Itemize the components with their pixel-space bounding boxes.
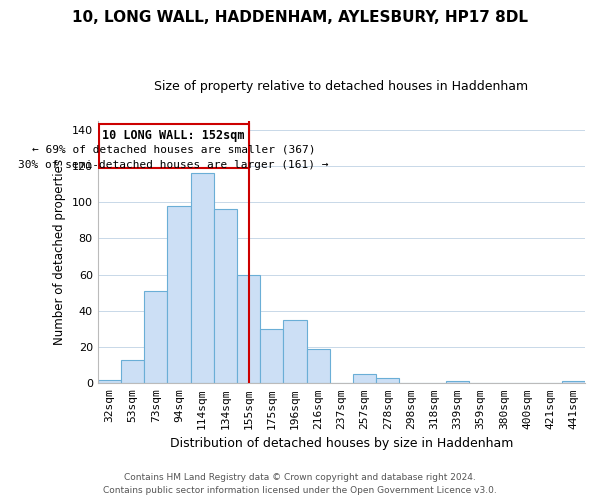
Bar bbox=[376, 378, 400, 384]
Text: Contains HM Land Registry data © Crown copyright and database right 2024.
Contai: Contains HM Land Registry data © Crown c… bbox=[103, 474, 497, 495]
Text: ← 69% of detached houses are smaller (367): ← 69% of detached houses are smaller (36… bbox=[32, 144, 316, 154]
Title: Size of property relative to detached houses in Haddenham: Size of property relative to detached ho… bbox=[154, 80, 529, 93]
Bar bbox=[446, 382, 469, 384]
Bar bbox=[121, 360, 144, 384]
Text: 10 LONG WALL: 152sqm: 10 LONG WALL: 152sqm bbox=[103, 128, 245, 141]
Y-axis label: Number of detached properties: Number of detached properties bbox=[53, 159, 66, 345]
Bar bbox=[260, 329, 283, 384]
Bar bbox=[307, 349, 330, 384]
Bar bbox=[562, 382, 585, 384]
X-axis label: Distribution of detached houses by size in Haddenham: Distribution of detached houses by size … bbox=[170, 437, 513, 450]
Bar bbox=[353, 374, 376, 384]
Text: 10, LONG WALL, HADDENHAM, AYLESBURY, HP17 8DL: 10, LONG WALL, HADDENHAM, AYLESBURY, HP1… bbox=[72, 10, 528, 25]
Bar bbox=[237, 274, 260, 384]
Bar bbox=[283, 320, 307, 384]
Bar bbox=[167, 206, 191, 384]
Bar bbox=[98, 380, 121, 384]
Text: 30% of semi-detached houses are larger (161) →: 30% of semi-detached houses are larger (… bbox=[19, 160, 329, 170]
Bar bbox=[144, 291, 167, 384]
Bar bbox=[191, 173, 214, 384]
FancyBboxPatch shape bbox=[99, 124, 248, 168]
Bar bbox=[214, 210, 237, 384]
